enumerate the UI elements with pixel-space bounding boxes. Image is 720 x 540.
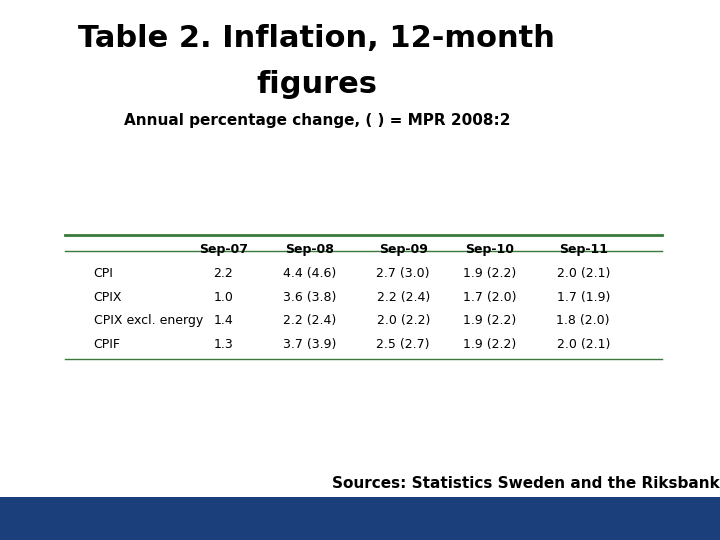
Text: 1.8 (2.0): 1.8 (2.0): [557, 314, 610, 327]
Text: Sep-09: Sep-09: [379, 243, 428, 256]
Text: 2.2 (2.4): 2.2 (2.4): [377, 291, 430, 303]
Text: 2.2 (2.4): 2.2 (2.4): [283, 314, 336, 327]
Text: 1.3: 1.3: [213, 338, 233, 351]
Text: CPIX: CPIX: [94, 291, 122, 303]
Text: CPIF: CPIF: [94, 338, 121, 351]
Text: figures: figures: [256, 70, 377, 99]
Text: Sep-07: Sep-07: [199, 243, 248, 256]
Text: Sep-10: Sep-10: [465, 243, 514, 256]
Text: CPIX excl. energy: CPIX excl. energy: [94, 314, 203, 327]
Text: 1.7 (2.0): 1.7 (2.0): [463, 291, 516, 303]
Text: Sep-11: Sep-11: [559, 243, 608, 256]
Text: Sources: Statistics Sweden and the Riksbank: Sources: Statistics Sweden and the Riksb…: [332, 476, 719, 491]
Text: 1.4: 1.4: [213, 314, 233, 327]
Text: 2.0 (2.1): 2.0 (2.1): [557, 267, 610, 280]
Text: 3.7 (3.9): 3.7 (3.9): [283, 338, 336, 351]
Text: 3.6 (3.8): 3.6 (3.8): [283, 291, 336, 303]
Text: Annual percentage change, ( ) = MPR 2008:2: Annual percentage change, ( ) = MPR 2008…: [124, 113, 510, 129]
Text: 2.5 (2.7): 2.5 (2.7): [377, 338, 430, 351]
Text: ✦ ✦ ✦
 ✦ ✦
✦✦✦: ✦ ✦ ✦ ✦ ✦ ✦✦✦: [642, 31, 665, 51]
Text: 2.0 (2.2): 2.0 (2.2): [377, 314, 430, 327]
Text: CPI: CPI: [94, 267, 114, 280]
Text: 2.7 (3.0): 2.7 (3.0): [377, 267, 430, 280]
Text: 1.0: 1.0: [213, 291, 233, 303]
Text: Table 2. Inflation, 12-month: Table 2. Inflation, 12-month: [78, 24, 555, 53]
Text: 1.9 (2.2): 1.9 (2.2): [463, 267, 516, 280]
Text: SVERIGES: SVERIGES: [632, 82, 675, 91]
Text: 1.7 (1.9): 1.7 (1.9): [557, 291, 610, 303]
Text: 4.4 (4.6): 4.4 (4.6): [283, 267, 336, 280]
Text: RIKSBANK: RIKSBANK: [631, 98, 675, 107]
Text: 1.9 (2.2): 1.9 (2.2): [463, 338, 516, 351]
Text: 1.9 (2.2): 1.9 (2.2): [463, 314, 516, 327]
Text: 2.2: 2.2: [213, 267, 233, 280]
Text: Sep-08: Sep-08: [285, 243, 334, 256]
Text: 2.0 (2.1): 2.0 (2.1): [557, 338, 610, 351]
